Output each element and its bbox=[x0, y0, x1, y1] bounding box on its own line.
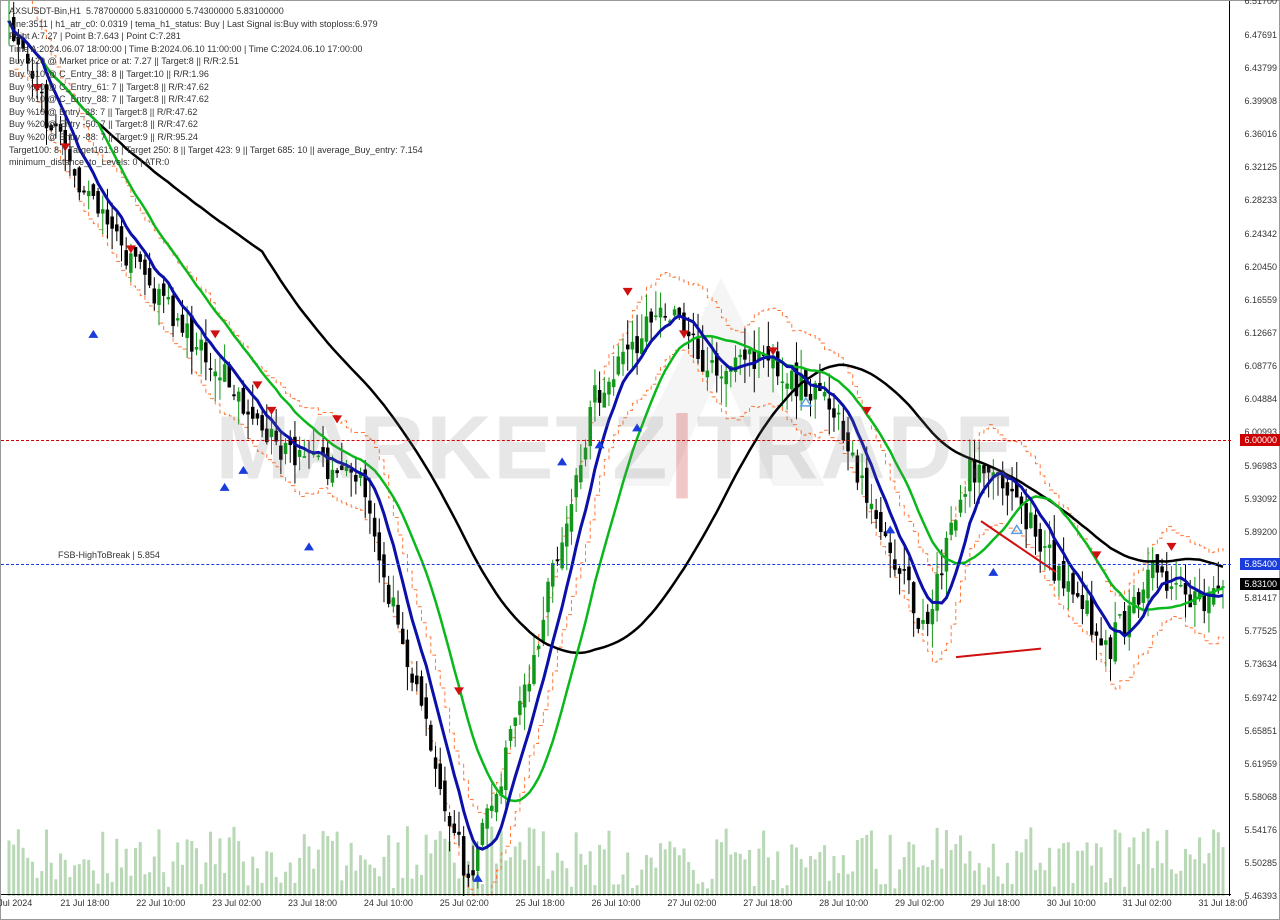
symbol-tf: AXSUSDT-Bin,H1 bbox=[9, 6, 81, 16]
y-tick-label: 5.54176 bbox=[1244, 825, 1277, 835]
watermark-part2: TRADE bbox=[697, 398, 1017, 498]
watermark-part1: MARKETZ bbox=[215, 398, 669, 498]
price-tag: 5.85400 bbox=[1240, 558, 1280, 570]
x-tick-label: 30 Jul 10:00 bbox=[1047, 898, 1096, 908]
watermark-sep: | bbox=[669, 398, 696, 498]
y-tick-label: 6.43799 bbox=[1244, 63, 1277, 73]
arrow-down-icon bbox=[1166, 543, 1176, 551]
x-tick-label: 29 Jul 02:00 bbox=[895, 898, 944, 908]
x-tick-label: 29 Jul 18:00 bbox=[971, 898, 1020, 908]
x-tick-label: 28 Jul 10:00 bbox=[819, 898, 868, 908]
info-line: Buy %20 @ Entry -88: 7 || Target:9 || R/… bbox=[9, 131, 423, 144]
y-axis: 6.51700 6.47691 6.43799 6.39908 6.36016 6.321… bbox=[1229, 1, 1279, 896]
y-tick-label: 6.24342 bbox=[1244, 229, 1277, 239]
x-tick-label: 21 Jul 2024 bbox=[0, 898, 32, 908]
info-line: Buy %10 @ C_Entry_61: 7 || Target:8 || R… bbox=[9, 81, 423, 94]
info-line: Buy %10 @ Entry_38: 7 || Target:8 || R/R… bbox=[9, 106, 423, 119]
y-tick-label: 6.16559 bbox=[1244, 295, 1277, 305]
info-line: Target100: 8 || Target161: 8 | Target 25… bbox=[9, 144, 423, 157]
volume-bars bbox=[8, 826, 1225, 896]
info-line: Line:3511 | h1_atr_c0: 0.0319 | tema_h1_… bbox=[9, 18, 423, 31]
y-tick-label: 5.58068 bbox=[1244, 792, 1277, 802]
y-tick-label: 5.81417 bbox=[1244, 593, 1277, 603]
price-tag: 6.00000 bbox=[1240, 434, 1280, 446]
arrow-up-icon bbox=[988, 568, 998, 576]
chart-container: MARKETZ|TRADE 6.00000 5.85400 5.83100 FSB-H… bbox=[0, 0, 1280, 920]
y-tick-label: 5.50285 bbox=[1244, 858, 1277, 868]
y-tick-label: 6.20450 bbox=[1244, 262, 1277, 272]
y-tick-label: 6.12667 bbox=[1244, 328, 1277, 338]
arrow-down-icon bbox=[454, 687, 464, 695]
y-tick-label: 5.73634 bbox=[1244, 659, 1277, 669]
arrow-down-icon bbox=[252, 381, 262, 389]
y-tick-label: 6.28233 bbox=[1244, 195, 1277, 205]
x-tick-label: 25 Jul 18:00 bbox=[516, 898, 565, 908]
y-tick-label: 6.51700 bbox=[1244, 0, 1277, 6]
x-axis: 21 Jul 2024 21 Jul 18:00 22 Jul 10:00 23 Ju… bbox=[1, 894, 1231, 919]
info-line: minimum_distance_to_Levels: 0 | ATR:0 bbox=[9, 156, 423, 169]
symbol-header: AXSUSDT-Bin,H1 5.78700000 5.83100000 5.7… bbox=[9, 5, 423, 18]
arrow-up-icon bbox=[885, 525, 895, 533]
arrow-up-icon bbox=[304, 542, 314, 550]
y-tick-label: 6.04884 bbox=[1244, 394, 1277, 404]
y-tick-label: 6.47691 bbox=[1244, 30, 1277, 40]
x-tick-label: 27 Jul 18:00 bbox=[743, 898, 792, 908]
price-tag: 5.83100 bbox=[1240, 578, 1280, 590]
y-tick-label: 6.39908 bbox=[1244, 96, 1277, 106]
info-line: Time A:2024.06.07 18:00:00 | Time B:2024… bbox=[9, 43, 423, 56]
hline-label: FSB-HighToBreak | 5.854 bbox=[56, 550, 162, 560]
y-tick-label: 5.69742 bbox=[1244, 693, 1277, 703]
x-tick-label: 25 Jul 02:00 bbox=[440, 898, 489, 908]
x-tick-label: 26 Jul 10:00 bbox=[591, 898, 640, 908]
arrow-down-icon bbox=[210, 330, 220, 338]
info-line: Buy %10 @ C_Entry_38: 8 || Target:10 || … bbox=[9, 68, 423, 81]
info-line: Buy %20 @ Market price or at: 7.27 || Ta… bbox=[9, 55, 423, 68]
x-tick-label: 31 Jul 02:00 bbox=[1123, 898, 1172, 908]
y-tick-label: 5.96983 bbox=[1244, 461, 1277, 471]
x-tick-label: 31 Jul 18:00 bbox=[1198, 898, 1247, 908]
y-tick-label: 5.61959 bbox=[1244, 759, 1277, 769]
y-tick-label: 6.08776 bbox=[1244, 361, 1277, 371]
arrow-up-icon bbox=[1012, 525, 1022, 533]
x-tick-label: 27 Jul 02:00 bbox=[667, 898, 716, 908]
y-tick-label: 6.32125 bbox=[1244, 162, 1277, 172]
info-line: Buy %10 @ C_Entry_88: 7 || Target:8 || R… bbox=[9, 93, 423, 106]
info-line: Buy %20 @ Entry -50: 7 || Target:8 || R/… bbox=[9, 118, 423, 131]
arrow-down-icon bbox=[623, 288, 633, 296]
y-tick-label: 5.65851 bbox=[1244, 726, 1277, 736]
horizontal-line bbox=[1, 564, 1231, 565]
horizontal-line bbox=[1, 440, 1231, 441]
x-tick-label: 22 Jul 10:00 bbox=[136, 898, 185, 908]
arrow-up-icon bbox=[88, 330, 98, 338]
x-tick-label: 24 Jul 10:00 bbox=[364, 898, 413, 908]
x-tick-label: 23 Jul 18:00 bbox=[288, 898, 337, 908]
watermark-text: MARKETZ|TRADE bbox=[215, 397, 1016, 500]
x-tick-label: 23 Jul 02:00 bbox=[212, 898, 261, 908]
x-tick-label: 21 Jul 18:00 bbox=[60, 898, 109, 908]
y-tick-label: 5.77525 bbox=[1244, 626, 1277, 636]
info-line: Point A:7.27 | Point B:7.643 | Point C:7… bbox=[9, 30, 423, 43]
ohlc-values: 5.78700000 5.83100000 5.74300000 5.83100… bbox=[86, 6, 284, 16]
y-tick-label: 5.46393 bbox=[1244, 891, 1277, 901]
y-tick-label: 5.93092 bbox=[1244, 494, 1277, 504]
y-tick-label: 5.89200 bbox=[1244, 527, 1277, 537]
trendline bbox=[956, 649, 1041, 657]
y-tick-label: 6.36016 bbox=[1244, 129, 1277, 139]
info-overlay: AXSUSDT-Bin,H1 5.78700000 5.83100000 5.7… bbox=[9, 5, 423, 169]
